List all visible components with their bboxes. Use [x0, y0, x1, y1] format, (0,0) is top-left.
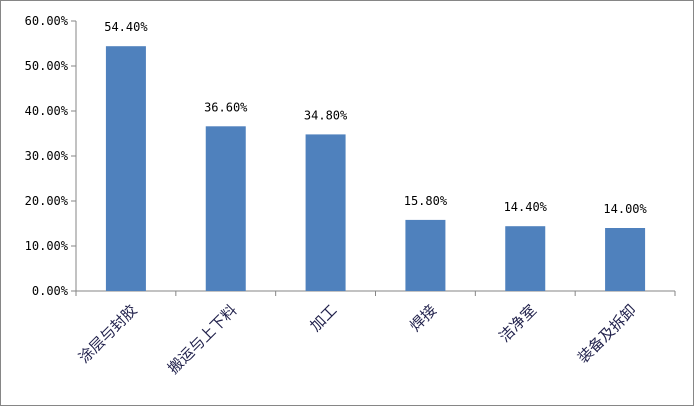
category-label: 焊接: [406, 301, 440, 335]
y-tick-label: 50.00%: [25, 59, 69, 73]
y-tick-label: 0.00%: [32, 284, 69, 298]
y-tick-label: 40.00%: [25, 104, 69, 118]
data-label: 54.40%: [104, 20, 148, 34]
bar: [205, 126, 246, 291]
category-label: 洁净室: [496, 301, 541, 346]
bar: [305, 134, 346, 291]
data-label: 14.40%: [504, 200, 548, 214]
category-label: 加工: [306, 301, 340, 335]
bar: [505, 226, 546, 291]
y-tick-label: 30.00%: [25, 149, 69, 163]
bar: [105, 46, 146, 292]
data-label: 36.60%: [204, 100, 248, 114]
data-label: 14.00%: [603, 202, 647, 216]
y-tick-label: 60.00%: [25, 14, 69, 28]
category-label: 涂层与封胶: [75, 301, 141, 367]
data-label: 34.80%: [304, 108, 348, 122]
y-tick-label: 10.00%: [25, 239, 69, 253]
y-tick-label: 20.00%: [25, 194, 69, 208]
category-label: 搬运与上下料: [164, 301, 240, 377]
data-label: 15.80%: [404, 194, 448, 208]
category-label: 装备及拆卸: [574, 301, 640, 367]
bar: [605, 228, 646, 291]
bar: [405, 219, 446, 291]
